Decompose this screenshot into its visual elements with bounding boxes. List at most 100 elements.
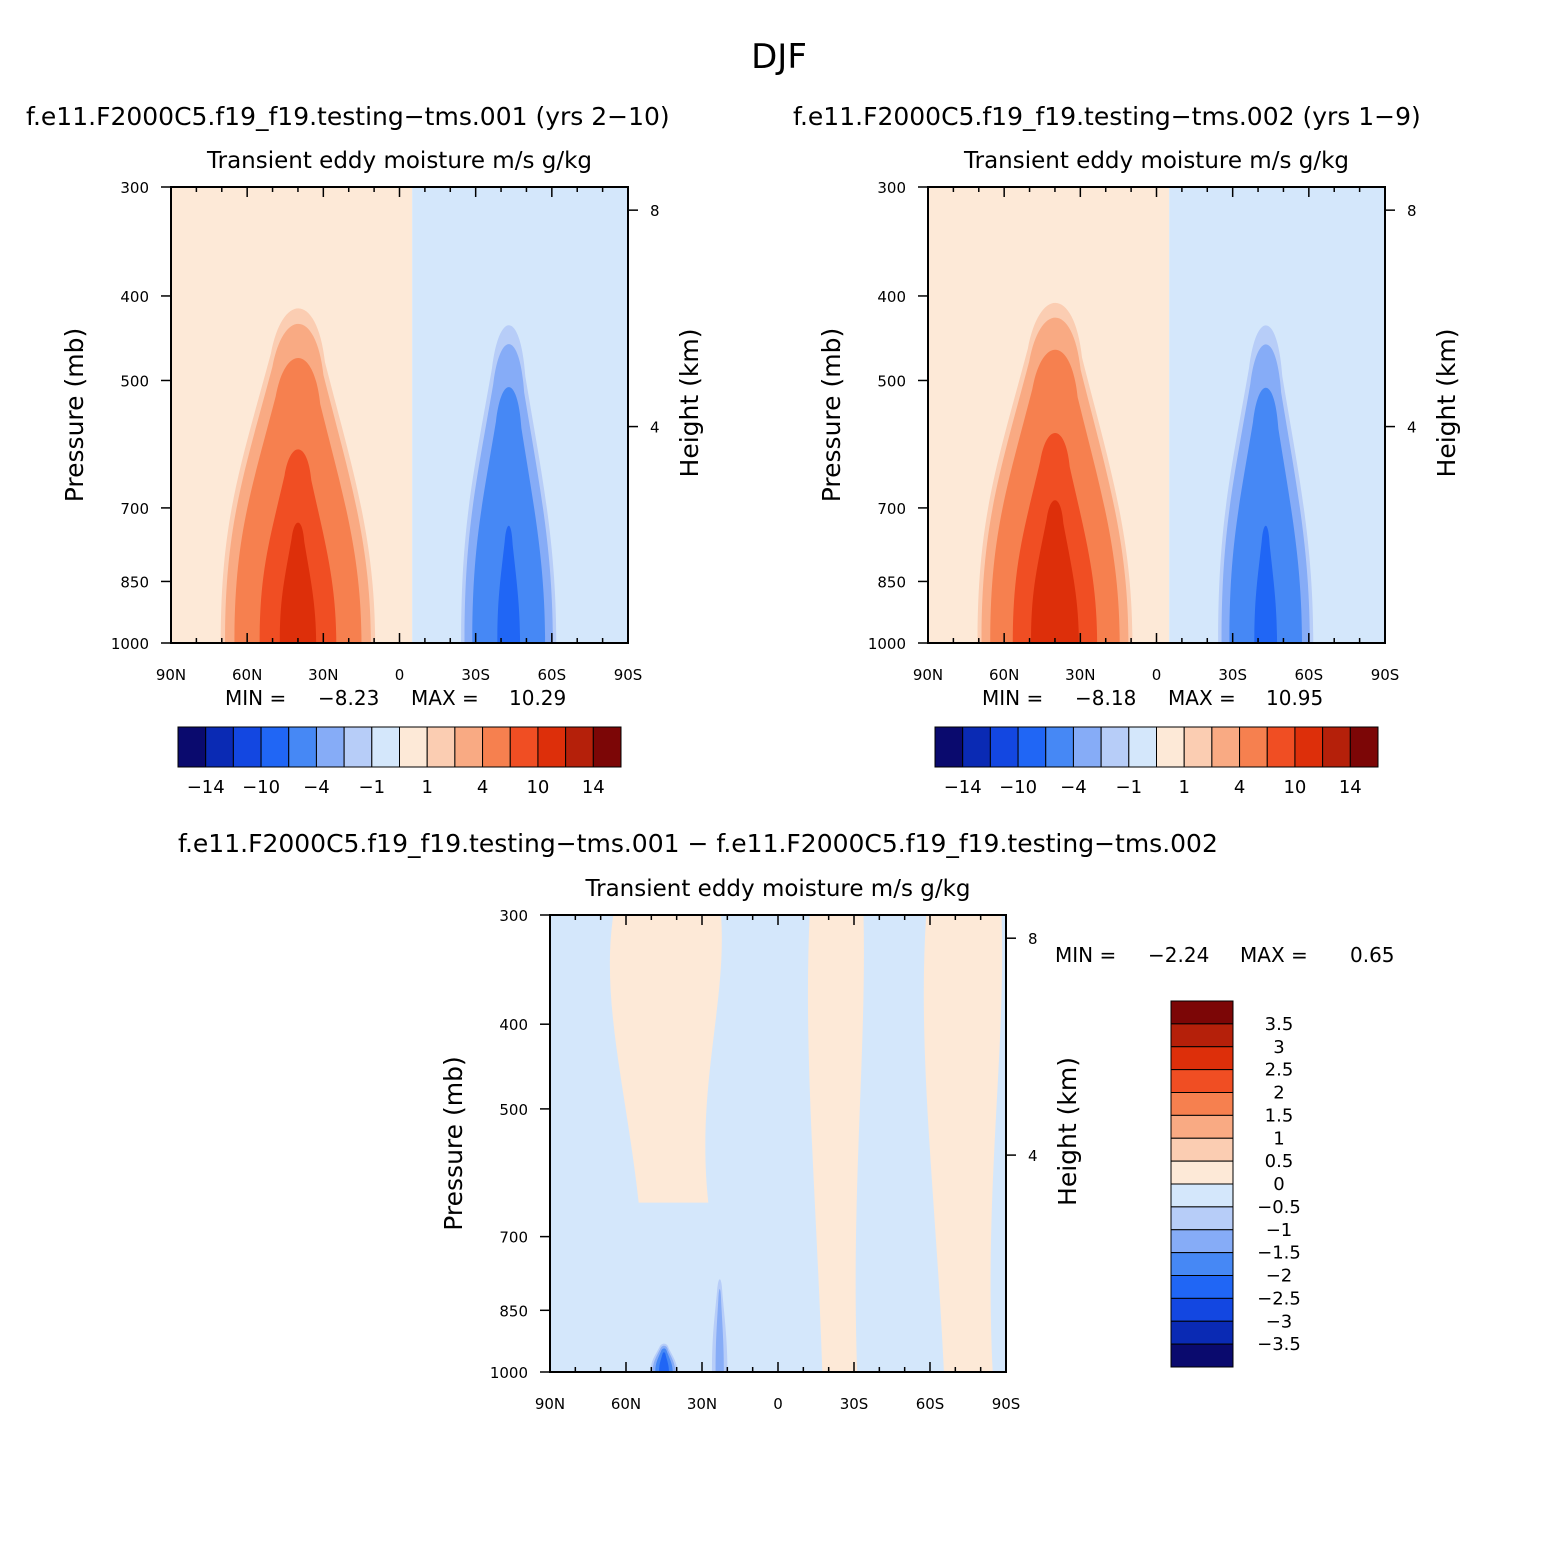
panel-1-x-tick-label: 60S: [538, 666, 567, 684]
panel-3-colorbar-label: −3.5: [1257, 1334, 1301, 1355]
panel-3-colorbar-label: −0.5: [1257, 1197, 1301, 1218]
panel-1-colorbar-label: −10: [242, 777, 280, 798]
panel-2-y-tick-label: 500: [877, 372, 906, 390]
panel-2-colorbar-swatch: [1183, 726, 1213, 768]
panel-2-ylabel: Pressure (mb): [817, 328, 846, 502]
panel-2-colorbar-swatch: [1100, 726, 1130, 768]
panel-3-colorbar-swatch: [1170, 1320, 1234, 1345]
panel-1-y-tick-label: 300: [120, 179, 149, 197]
panel-3-y-tick-label: 700: [499, 1229, 528, 1247]
panel-1-title: f.e11.F2000C5.f19_f19.testing−tms.001 (y…: [26, 102, 670, 131]
panel-3-plot: 90N 60N 30N 0 30S 60S 90S 300 400 500 700 850 1000 8 4…: [439, 876, 1082, 1413]
panel-1-colorbar-label: −4: [303, 777, 330, 798]
panel-3-contour-4-1: [715, 1288, 724, 1372]
panel-1-x-tick-label: 0: [395, 666, 405, 684]
panel-1-subtitle: Transient eddy moisture m/s g/kg: [206, 148, 592, 174]
panel-2-y-right-tick-label: 8: [1407, 202, 1417, 220]
panel-2-min-value: −8.18: [1075, 686, 1137, 710]
panel-1-min-label: MIN =: [225, 686, 287, 710]
panel-3-colorbar-label: 2: [1273, 1083, 1284, 1104]
panel-3-colorbar-swatch: [1170, 1229, 1234, 1254]
panel-3-colorbar-label: 3: [1273, 1037, 1284, 1058]
panel-1-y-right-tick-label: 4: [650, 419, 660, 437]
panel-2-colorbar-swatch: [1294, 726, 1324, 768]
panel-2-colorbar-swatch: [989, 726, 1019, 768]
panel-1-plot: 90N 60N 30N 0 30S 60S 90S 300 400 500 700 850 1000 8 4…: [60, 148, 704, 684]
panel-1-colorbar-label: 14: [582, 777, 605, 798]
panel-2-x-tick-label: 30N: [1065, 666, 1095, 684]
panel-3-colorbar-swatch: [1170, 1114, 1234, 1139]
panel-1-colorbar-label: −1: [359, 777, 386, 798]
panel-1-x-tick-label: 60N: [232, 666, 262, 684]
panel-2-colorbar-swatch: [1017, 726, 1047, 768]
panel-2-colorbar-swatch: [1072, 726, 1102, 768]
panel-2-contour-3-2: [1229, 387, 1302, 643]
panel-2-x-tick-label: 0: [1152, 666, 1162, 684]
panel-2-y-tick-label: 850: [877, 573, 906, 591]
panel-2-contour-3-3: [1254, 525, 1278, 643]
panel-1-colorbar-swatch: [482, 726, 511, 768]
panel-3-colorbar-label: −1: [1266, 1220, 1293, 1241]
panel-3-strip-2: [807, 915, 864, 1372]
panel-2-colorbar-swatch: [1156, 726, 1185, 768]
panel-3-title: f.e11.F2000C5.f19_f19.testing−tms.001 − …: [178, 829, 1218, 858]
panel-3-colorbar-label: 1: [1273, 1128, 1284, 1149]
panel-3-colorbar-swatch: [1170, 1023, 1234, 1048]
panel-2-colorbar-swatch: [1211, 726, 1241, 768]
panel-2-x-tick-label: 90N: [913, 666, 943, 684]
panel-1-contour-3-2: [472, 387, 546, 643]
panel-2-min-label: MIN =: [982, 686, 1044, 710]
panel-2-colorbar: −14 −10 −4 −1 1 4 10 14: [934, 726, 1379, 798]
panel-1-x-tick-label: 30N: [308, 666, 338, 684]
panel-3-x-tick-label: 30S: [840, 1395, 869, 1413]
panel-1-colorbar-swatch: [343, 726, 373, 768]
panel-3-colorbar-label: −3: [1266, 1311, 1293, 1332]
panel-3-max-value: 0.65: [1350, 943, 1395, 967]
panel-2-max-label: MAX =: [1168, 686, 1236, 710]
panel-1-colorbar-swatch: [592, 726, 622, 768]
panel-3-colorbar-swatch: [1170, 1092, 1234, 1116]
panel-3-x-tick-label: 90N: [535, 1395, 565, 1413]
panel-3-ylabel-right: Height (km): [1053, 1057, 1082, 1206]
panel-2-x-tick-label: 60S: [1295, 666, 1324, 684]
panel-3-y-tick-label: 500: [499, 1101, 528, 1119]
panel-3-y-tick-label: 300: [499, 907, 528, 925]
panel-1-colorbar-swatch: [399, 726, 428, 768]
panel-2-colorbar-swatch: [1045, 726, 1074, 768]
panel-1-colorbar: −14 −10 −4 −1 1 4 10 14: [177, 726, 622, 798]
panel-2-y-tick-label: 700: [877, 500, 906, 518]
panel-1-x-tick-label: 90S: [614, 666, 643, 684]
panel-2-colorbar-label: 4: [1234, 777, 1245, 798]
panel-2-colorbar-label: 1: [1178, 777, 1189, 798]
panel-3-colorbar-label: −1.5: [1257, 1243, 1301, 1264]
panel-1-y-tick-label: 500: [120, 372, 149, 390]
panel-2-y-tick-label: 1000: [868, 635, 906, 653]
panel-2-x-tick-label: 30S: [1218, 666, 1247, 684]
panel-2-y-tick-label: 300: [877, 179, 906, 197]
panel-2-x-tick-label: 90S: [1371, 666, 1400, 684]
panel-3-colorbar-swatch: [1170, 1183, 1234, 1208]
panel-3-colorbar-label: 0: [1273, 1174, 1284, 1195]
panel-3-colorbar-swatch: [1170, 1000, 1234, 1025]
panel-2-colorbar-label: −10: [999, 777, 1037, 798]
panel-1-colorbar-label: 4: [477, 777, 488, 798]
panel-1-ylabel: Pressure (mb): [60, 328, 89, 502]
panel-3-colorbar-label: 2.5: [1265, 1060, 1294, 1081]
panel-1-y-tick-label: 850: [120, 573, 149, 591]
panel-1-contour-fill: [171, 187, 628, 643]
panel-2-contour-fill: [928, 187, 1385, 643]
panel-3-x-tick-label: 60N: [611, 1395, 641, 1413]
panel-3-colorbar-swatch: [1170, 1206, 1234, 1231]
panel-2-max-value: 10.95: [1266, 686, 1324, 710]
panel-2-colorbar-label: 14: [1339, 777, 1362, 798]
panel-3-colorbar-swatch: [1170, 1343, 1234, 1368]
panel-1-colorbar-swatch: [454, 726, 484, 768]
panel-3-colorbar-swatch: [1170, 1297, 1234, 1322]
panel-3-colorbar-label: −2.5: [1257, 1288, 1301, 1309]
panel-1-y-tick-label: 700: [120, 500, 149, 518]
panel-3-subtitle: Transient eddy moisture m/s g/kg: [584, 876, 970, 902]
panel-1-colorbar-swatch: [315, 726, 345, 768]
panel-3-colorbar-swatch: [1170, 1137, 1234, 1162]
panel-3-y-tick-label: 400: [499, 1016, 528, 1034]
panel-1-colorbar-label: 10: [526, 777, 549, 798]
